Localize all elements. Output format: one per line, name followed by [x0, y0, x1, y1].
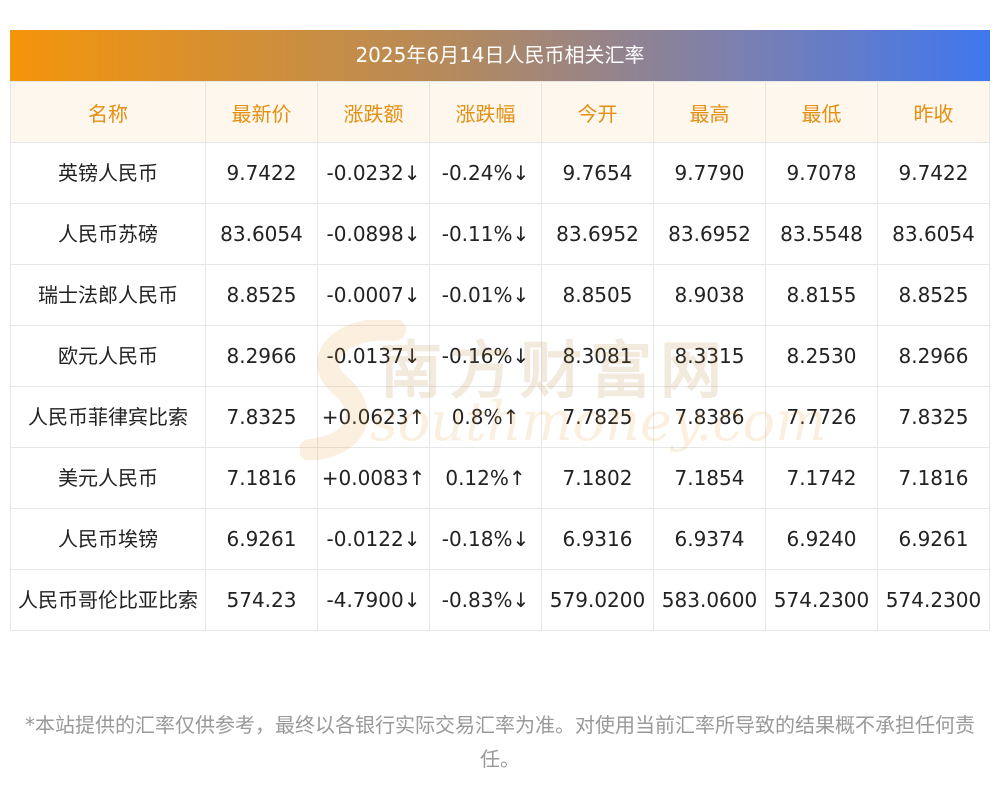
cell-change-pct: -0.16%↓	[429, 325, 542, 387]
cell-high: 583.0600	[653, 569, 766, 631]
cell-name: 人民币哥伦比亚比索	[10, 569, 206, 631]
cell-open: 8.8505	[541, 264, 654, 326]
cell-change: -0.0232↓	[317, 142, 430, 204]
cell-name: 美元人民币	[10, 447, 206, 509]
cell-low: 7.7726	[765, 386, 878, 448]
cell-change-pct: -0.01%↓	[429, 264, 542, 326]
cell-latest: 574.23	[205, 569, 318, 631]
cell-low: 83.5548	[765, 203, 878, 265]
cell-latest: 6.9261	[205, 508, 318, 570]
header-latest: 最新价	[205, 81, 318, 143]
cell-change: -0.0898↓	[317, 203, 430, 265]
cell-prev-close: 574.2300	[877, 569, 990, 631]
cell-change-pct: 0.8%↑	[429, 386, 542, 448]
table-row: 美元人民币 7.1816 +0.0083↑ 0.12%↑ 7.1802 7.1854 7.1…	[10, 447, 990, 509]
page-title: 2025年6月14日人民币相关汇率	[10, 30, 990, 81]
cell-name: 瑞士法郎人民币	[10, 264, 206, 326]
cell-change-pct: -0.18%↓	[429, 508, 542, 570]
cell-prev-close: 9.7422	[877, 142, 990, 204]
cell-change: -0.0137↓	[317, 325, 430, 387]
cell-high: 6.9374	[653, 508, 766, 570]
cell-change: +0.0083↑	[317, 447, 430, 509]
cell-high: 7.1854	[653, 447, 766, 509]
cell-prev-close: 8.8525	[877, 264, 990, 326]
cell-prev-close: 83.6054	[877, 203, 990, 265]
cell-high: 7.8386	[653, 386, 766, 448]
cell-prev-close: 7.8325	[877, 386, 990, 448]
cell-name: 人民币埃镑	[10, 508, 206, 570]
cell-change: +0.0623↑	[317, 386, 430, 448]
cell-open: 7.1802	[541, 447, 654, 509]
header-high: 最高	[653, 81, 766, 143]
cell-change-pct: 0.12%↑	[429, 447, 542, 509]
header-name: 名称	[10, 81, 206, 143]
cell-latest: 7.8325	[205, 386, 318, 448]
cell-open: 9.7654	[541, 142, 654, 204]
cell-change: -0.0007↓	[317, 264, 430, 326]
table-row: 人民币苏磅 83.6054 -0.0898↓ -0.11%↓ 83.6952 83.695…	[10, 203, 990, 265]
table-row: 欧元人民币 8.2966 -0.0137↓ -0.16%↓ 8.3081 8.3315 8.…	[10, 325, 990, 387]
table-row: 英镑人民币 9.7422 -0.0232↓ -0.24%↓ 9.7654 9.7790 9.…	[10, 142, 990, 204]
cell-low: 8.2530	[765, 325, 878, 387]
cell-latest: 9.7422	[205, 142, 318, 204]
cell-latest: 83.6054	[205, 203, 318, 265]
table-row: 瑞士法郎人民币 8.8525 -0.0007↓ -0.01%↓ 8.8505 8.9038…	[10, 264, 990, 326]
header-low: 最低	[765, 81, 878, 143]
table-row: 人民币菲律宾比索 7.8325 +0.0623↑ 0.8%↑ 7.7825 7.8386 7…	[10, 386, 990, 448]
disclaimer-note: *本站提供的汇率仅供参考，最终以各银行实际交易汇率为准。对使用当前汇率所导致的结…	[25, 713, 975, 771]
cell-prev-close: 6.9261	[877, 508, 990, 570]
cell-low: 7.1742	[765, 447, 878, 509]
cell-name: 欧元人民币	[10, 325, 206, 387]
table-row: 人民币埃镑 6.9261 -0.0122↓ -0.18%↓ 6.9316 6.9374 6.…	[10, 508, 990, 570]
header-change-pct: 涨跌幅	[429, 81, 542, 143]
cell-change: -0.0122↓	[317, 508, 430, 570]
cell-change-pct: -0.83%↓	[429, 569, 542, 631]
cell-open: 83.6952	[541, 203, 654, 265]
cell-name: 英镑人民币	[10, 142, 206, 204]
header-prev-close: 昨收	[877, 81, 990, 143]
cell-low: 9.7078	[765, 142, 878, 204]
cell-name: 人民币菲律宾比索	[10, 386, 206, 448]
cell-latest: 8.8525	[205, 264, 318, 326]
cell-low: 8.8155	[765, 264, 878, 326]
cell-low: 6.9240	[765, 508, 878, 570]
exchange-rate-table: 名称 最新价 涨跌额 涨跌幅 今开 最高 最低 昨收 英镑人民币 9.7422 -0…	[10, 81, 990, 631]
cell-latest: 7.1816	[205, 447, 318, 509]
cell-prev-close: 7.1816	[877, 447, 990, 509]
cell-change: -4.7900↓	[317, 569, 430, 631]
cell-high: 83.6952	[653, 203, 766, 265]
cell-high: 8.9038	[653, 264, 766, 326]
header-open: 今开	[541, 81, 654, 143]
cell-open: 8.3081	[541, 325, 654, 387]
cell-open: 7.7825	[541, 386, 654, 448]
cell-change-pct: -0.11%↓	[429, 203, 542, 265]
cell-name: 人民币苏磅	[10, 203, 206, 265]
cell-prev-close: 8.2966	[877, 325, 990, 387]
cell-open: 6.9316	[541, 508, 654, 570]
cell-high: 9.7790	[653, 142, 766, 204]
cell-open: 579.0200	[541, 569, 654, 631]
header-change: 涨跌额	[317, 81, 430, 143]
cell-high: 8.3315	[653, 325, 766, 387]
cell-low: 574.2300	[765, 569, 878, 631]
table-header-row: 名称 最新价 涨跌额 涨跌幅 今开 最高 最低 昨收	[10, 81, 990, 143]
cell-change-pct: -0.24%↓	[429, 142, 542, 204]
table-row: 人民币哥伦比亚比索 574.23 -4.7900↓ -0.83%↓ 579.0200 58…	[10, 569, 990, 631]
cell-latest: 8.2966	[205, 325, 318, 387]
